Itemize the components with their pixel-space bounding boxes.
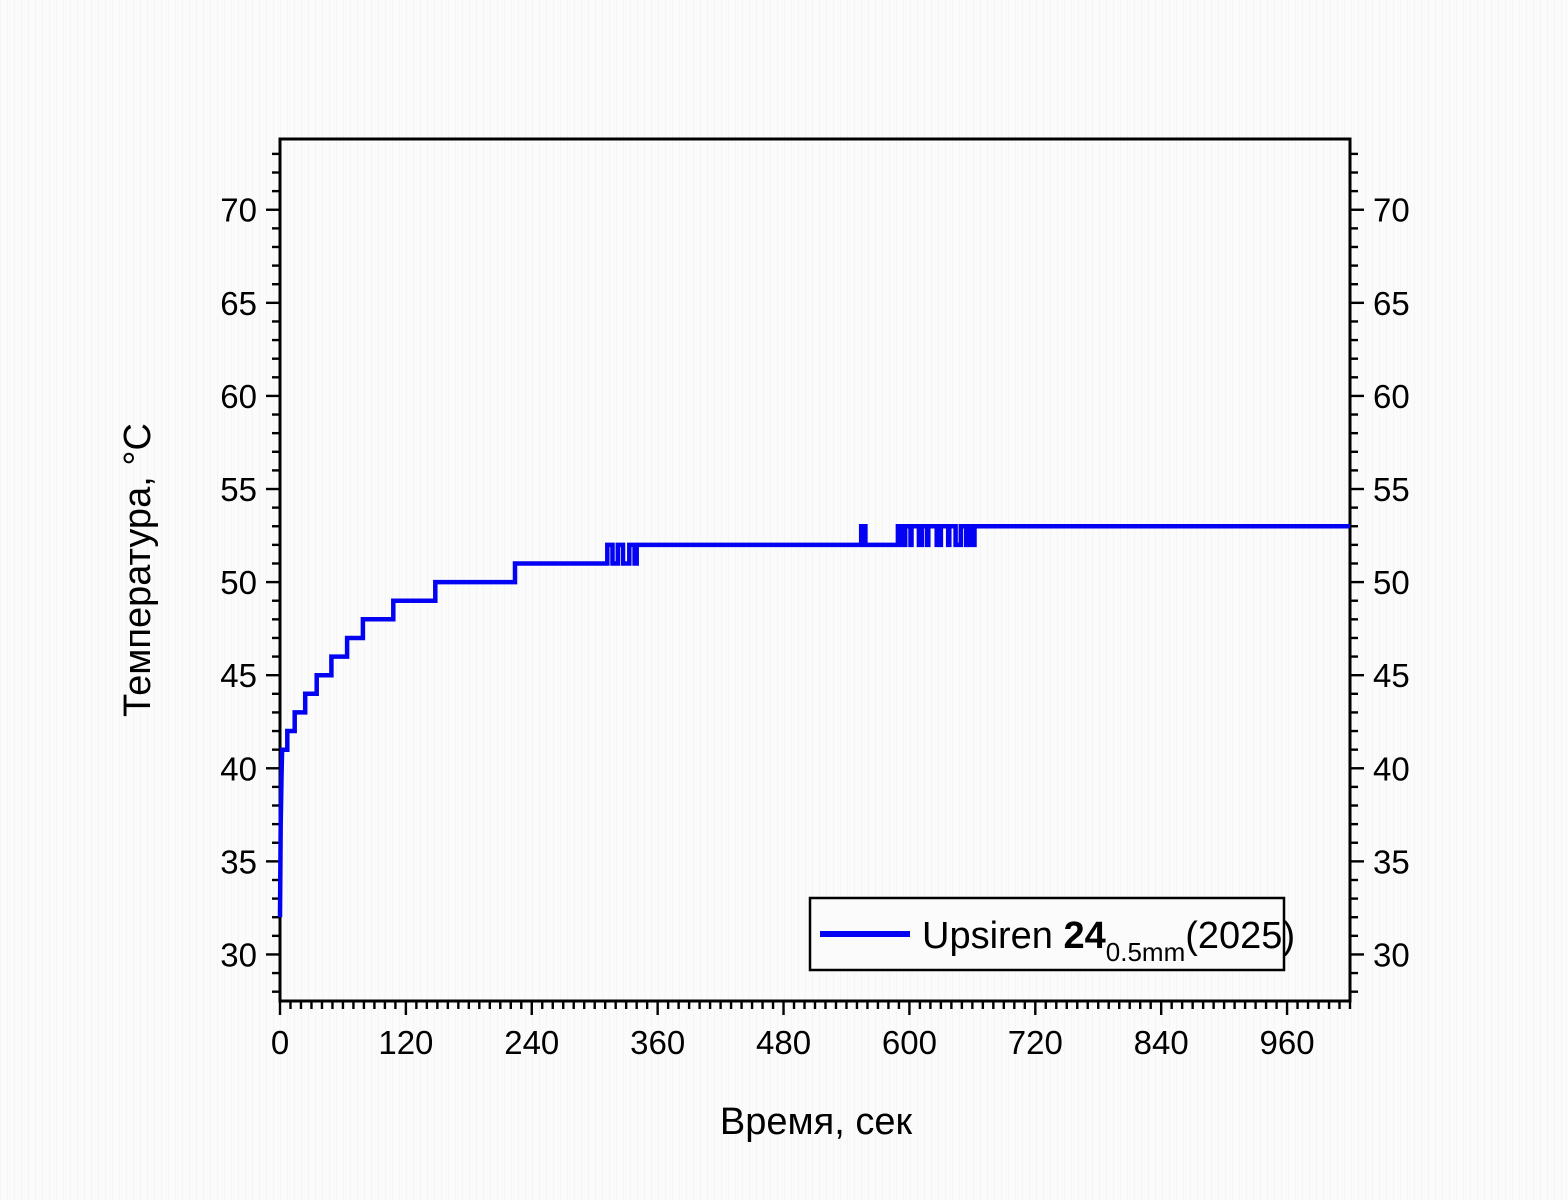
x-tick-label: 240 — [504, 1024, 559, 1061]
x-tick-label: 960 — [1260, 1024, 1315, 1061]
y-tick-label-right: 70 — [1373, 192, 1410, 229]
x-tick-label: 480 — [756, 1024, 811, 1061]
y-tick-label-left: 60 — [220, 378, 257, 415]
legend-label-subscript: 0.5mm — [1106, 937, 1185, 967]
tick-marks — [266, 152, 1364, 1015]
y-tick-label-left: 40 — [220, 750, 257, 787]
x-tick-label: 120 — [378, 1024, 433, 1061]
legend-label-bold: 24 — [1064, 915, 1106, 957]
x-tick-label: 360 — [630, 1024, 685, 1061]
x-tick-label: 840 — [1134, 1024, 1189, 1061]
y-tick-label-right: 45 — [1373, 657, 1410, 694]
y-tick-label-left: 45 — [220, 657, 257, 694]
legend-label: Upsiren 240.5mm(2025) — [922, 915, 1295, 967]
y-tick-label-left: 30 — [220, 936, 257, 973]
y-tick-label-left: 70 — [220, 192, 257, 229]
y-tick-label-left: 50 — [220, 564, 257, 601]
y-tick-label-right: 50 — [1373, 564, 1410, 601]
x-tick-label: 600 — [882, 1024, 937, 1061]
legend: Upsiren 240.5mm(2025) — [808, 896, 1295, 972]
temperature-curve — [277, 523, 1350, 918]
x-tick-label: 720 — [1008, 1024, 1063, 1061]
tick-labels: 0 120 240 360 480 600 720 840 960 30 30 35 35 40 40 45 4… — [220, 192, 1409, 1061]
axes: 0 120 240 360 480 600 720 840 960 30 30 35 35 40 40 45 4… — [220, 137, 1410, 1061]
legend-label-suffix: (2025) — [1185, 915, 1295, 957]
x-axis-title: Время, сек — [720, 1101, 913, 1143]
y-tick-label-right: 60 — [1373, 378, 1410, 415]
y-tick-label-left: 65 — [220, 285, 257, 322]
curve-layer — [277, 523, 1350, 918]
y-tick-label-right: 30 — [1373, 936, 1410, 973]
y-tick-label-left: 35 — [220, 843, 257, 880]
x-tick-label: 0 — [271, 1024, 289, 1061]
y-axis-title: Температура, °C — [117, 423, 159, 717]
legend-label-prefix: Upsiren — [922, 915, 1064, 957]
y-tick-label-right: 55 — [1373, 471, 1410, 508]
y-tick-label-left: 55 — [220, 471, 257, 508]
y-tick-label-right: 40 — [1373, 750, 1410, 787]
y-tick-label-right: 65 — [1373, 285, 1410, 322]
plot-border — [278, 137, 1352, 1003]
y-tick-label-right: 35 — [1373, 843, 1410, 880]
